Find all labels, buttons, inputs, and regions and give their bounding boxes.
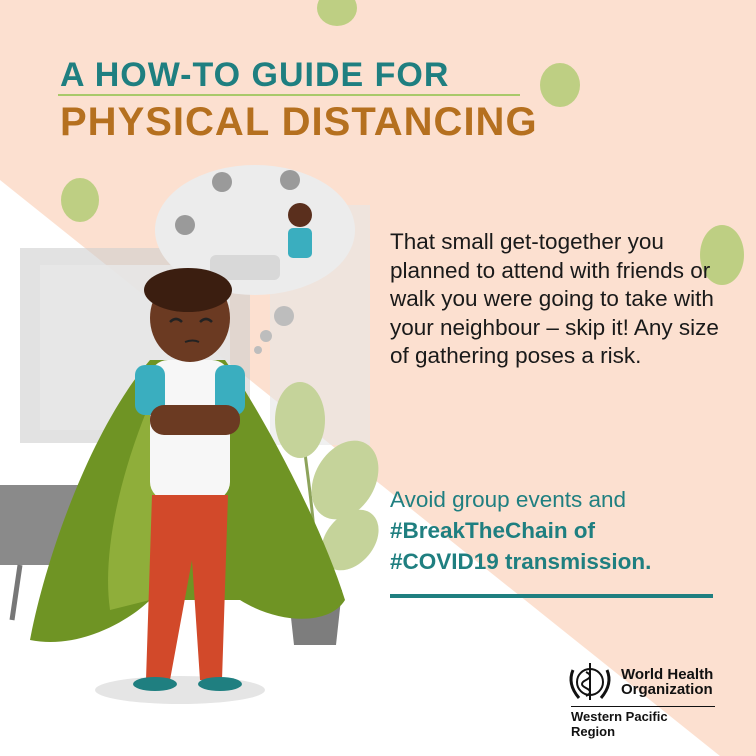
boy-mouth: [184, 339, 200, 343]
who-name-line-1: World Health: [621, 666, 714, 683]
plant-leaf: [275, 382, 325, 458]
cta-divider: [390, 594, 713, 598]
cabinet-leg: [9, 564, 23, 621]
plant-leaf: [311, 440, 379, 520]
thought-bubble-dot: [274, 306, 294, 326]
title-line-1: A HOW-TO GUIDE FOR: [60, 56, 450, 94]
green-dot: [540, 63, 580, 107]
floor-shadow: [95, 676, 265, 704]
boy-sandal: [133, 677, 177, 691]
boy-sandal: [198, 677, 242, 691]
boy-sleeve: [215, 365, 245, 415]
who-name-line-2: Organization: [621, 681, 713, 698]
title-divider: [58, 94, 520, 96]
cta-line-3: #COVID19 transmission.: [390, 549, 652, 574]
green-dot: [700, 225, 744, 285]
who-logo: World Health Organization: [565, 660, 713, 704]
boy-in-bubble-body: [288, 228, 312, 258]
thought-bubble-dot: [254, 346, 262, 354]
who-region: Western Pacific Region: [571, 706, 715, 739]
green-dot: [61, 178, 99, 222]
friend-figure: [280, 170, 300, 190]
boy-eye: [169, 317, 183, 323]
green-dot: [317, 0, 357, 26]
boy-eye: [199, 317, 213, 323]
boy-in-bubble-head: [288, 203, 312, 227]
party-table: [210, 255, 280, 280]
body-text: That small get-together you planned to a…: [390, 229, 719, 368]
cta-line-2: #BreakTheChain of: [390, 518, 596, 543]
thought-bubble: [155, 165, 355, 295]
thought-bubble-dot: [260, 330, 272, 342]
cta-line-1: Avoid group events and: [390, 487, 627, 512]
boy-hair: [144, 268, 232, 312]
friend-figure: [212, 172, 232, 192]
boy-sleeve: [135, 365, 165, 415]
call-to-action: Avoid group events and #BreakTheChain of…: [390, 484, 651, 577]
who-emblem-icon: [569, 663, 611, 700]
boy-pants: [146, 495, 228, 680]
plant-leaf: [321, 509, 379, 571]
friend-figure: [175, 215, 195, 235]
boy-arms: [150, 405, 240, 435]
title-line-2: PHYSICAL DISTANCING: [60, 100, 538, 144]
